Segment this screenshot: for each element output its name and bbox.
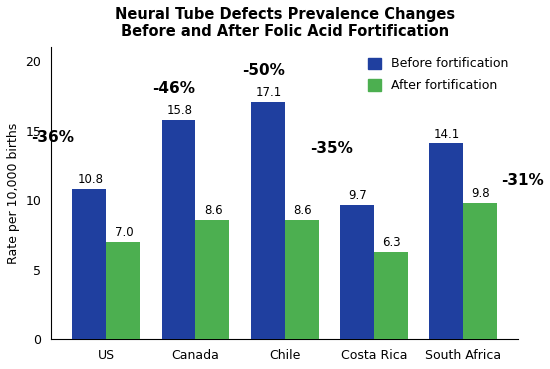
Text: 17.1: 17.1: [256, 86, 282, 99]
Bar: [285, 220, 318, 339]
Bar: [106, 242, 140, 339]
Bar: [463, 203, 497, 339]
Bar: [340, 204, 374, 339]
Text: 6.3: 6.3: [382, 236, 401, 249]
Legend: Before fortification, After fortification: Before fortification, After fortificatio…: [365, 54, 512, 96]
Text: -36%: -36%: [31, 130, 74, 145]
Text: -46%: -46%: [152, 81, 196, 96]
Text: 7.0: 7.0: [115, 226, 134, 239]
Text: 8.6: 8.6: [293, 204, 312, 217]
Text: 15.8: 15.8: [167, 104, 192, 117]
Title: Neural Tube Defects Prevalence Changes
Before and After Folic Acid Fortification: Neural Tube Defects Prevalence Changes B…: [114, 7, 455, 39]
Bar: [162, 120, 195, 339]
Text: -31%: -31%: [500, 173, 543, 188]
Text: 9.7: 9.7: [349, 189, 367, 202]
Bar: [251, 102, 285, 339]
Y-axis label: Rate per 10,000 births: Rate per 10,000 births: [7, 123, 20, 264]
Text: 8.6: 8.6: [204, 204, 223, 217]
Text: -35%: -35%: [310, 141, 353, 156]
Bar: [195, 220, 229, 339]
Text: 10.8: 10.8: [77, 173, 103, 186]
Text: 9.8: 9.8: [472, 187, 490, 200]
Text: -50%: -50%: [242, 63, 285, 78]
Text: 14.1: 14.1: [434, 128, 460, 141]
Bar: [73, 189, 106, 339]
Bar: [374, 252, 408, 339]
Bar: [429, 144, 463, 339]
